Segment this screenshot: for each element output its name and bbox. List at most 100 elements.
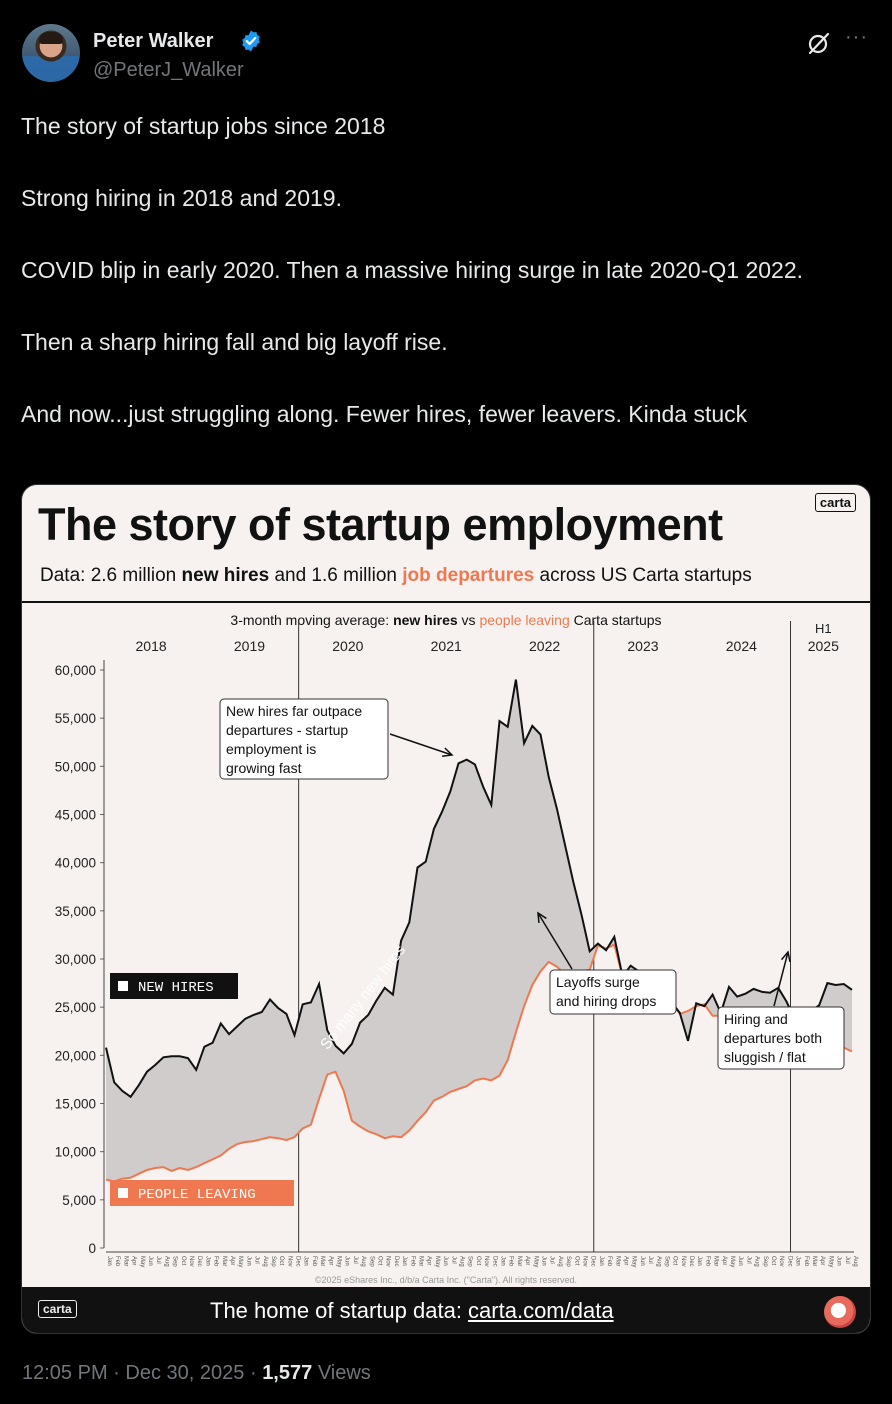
y-tick-label: 10,000 bbox=[55, 1145, 96, 1160]
month-label: Oct bbox=[180, 1256, 186, 1266]
y-tick-label: 30,000 bbox=[55, 952, 96, 967]
month-label: Dec bbox=[295, 1256, 301, 1267]
month-label: Dec bbox=[688, 1256, 694, 1267]
month-label: May bbox=[434, 1256, 440, 1267]
copyright-text: ©2025 eShares Inc., d/b/a Carta Inc. ("C… bbox=[315, 1275, 577, 1285]
subtitle-part: job departures bbox=[402, 565, 535, 586]
chart-title: The story of startup employment bbox=[38, 499, 723, 550]
month-label: Dec bbox=[393, 1256, 399, 1267]
annotation-arrow bbox=[773, 951, 789, 1007]
annotation-text: New hires far outpace bbox=[226, 703, 362, 719]
month-label: Aug bbox=[557, 1256, 563, 1267]
post-time[interactable]: 12:05 PM bbox=[22, 1362, 108, 1384]
month-label: May bbox=[139, 1256, 145, 1267]
subtitle-part: and 1.6 million bbox=[269, 565, 403, 586]
annotation-text: and hiring drops bbox=[556, 993, 656, 1009]
month-label: Feb bbox=[704, 1256, 710, 1267]
year-label: 2021 bbox=[431, 638, 462, 654]
month-label: Dec bbox=[196, 1256, 202, 1267]
divider bbox=[22, 601, 870, 603]
month-label: Sep bbox=[270, 1256, 276, 1267]
y-tick-label: 5,000 bbox=[62, 1193, 96, 1208]
month-label: Nov bbox=[483, 1256, 489, 1267]
month-label: Dec bbox=[786, 1256, 792, 1267]
month-label: Jun bbox=[245, 1256, 251, 1266]
chart-inner-title: 3-month moving average: new hires vs peo… bbox=[230, 612, 661, 628]
month-label: Mar bbox=[516, 1256, 522, 1266]
month-label: Nov bbox=[286, 1256, 292, 1267]
author-handle[interactable]: @PeterJ_Walker bbox=[93, 59, 244, 81]
month-label: Nov bbox=[582, 1256, 588, 1267]
y-tick-label: 20,000 bbox=[55, 1048, 96, 1063]
month-label: Apr bbox=[524, 1256, 530, 1265]
avatar[interactable] bbox=[22, 24, 80, 82]
month-label: May bbox=[336, 1256, 342, 1267]
month-label: Sep bbox=[467, 1256, 473, 1267]
annotation-text: Hiring and bbox=[724, 1011, 788, 1027]
month-label: Jan bbox=[598, 1256, 604, 1266]
y-tick-label: 25,000 bbox=[55, 1000, 96, 1015]
month-label: Jun bbox=[147, 1256, 153, 1266]
separator: · bbox=[249, 1362, 257, 1384]
legend-new-hires-swatch bbox=[118, 981, 128, 991]
month-label: Aug bbox=[360, 1256, 366, 1267]
y-tick-label: 0 bbox=[88, 1241, 96, 1256]
tweet-line bbox=[21, 288, 871, 324]
grok-icon[interactable] bbox=[805, 30, 831, 56]
tweet-image[interactable]: The story of startup employment carta Da… bbox=[21, 484, 871, 1334]
y-tick-label: 40,000 bbox=[55, 856, 96, 871]
annotation-text: Layoffs surge bbox=[556, 974, 640, 990]
chart-title-part: 3-month moving average: bbox=[230, 612, 393, 628]
annotation-text: growing fast bbox=[226, 760, 302, 776]
month-label: Mar bbox=[418, 1256, 424, 1266]
separator: · bbox=[113, 1362, 120, 1384]
chart-title-part: new hires bbox=[393, 612, 458, 628]
tweet-line: Strong hiring in 2018 and 2019. bbox=[21, 185, 342, 211]
month-label: Feb bbox=[508, 1256, 514, 1267]
tweet-line: The story of startup jobs since 2018 bbox=[21, 113, 386, 139]
month-label: Jul bbox=[450, 1256, 456, 1264]
legend-new-hires-box bbox=[110, 973, 238, 999]
annotation-text: departures both bbox=[724, 1030, 822, 1046]
subtitle-part: Data: 2.6 million bbox=[40, 565, 182, 586]
subtitle-part: new hires bbox=[181, 565, 270, 586]
author-name[interactable]: Peter Walker bbox=[93, 30, 214, 52]
month-label: Mar bbox=[319, 1256, 325, 1266]
month-label: Feb bbox=[114, 1256, 120, 1267]
month-label: Feb bbox=[803, 1256, 809, 1267]
annotation-arrowhead bbox=[537, 911, 547, 924]
more-options-icon[interactable]: ··· bbox=[845, 26, 868, 48]
year-label: 2022 bbox=[529, 638, 560, 654]
month-label: Oct bbox=[770, 1256, 776, 1266]
month-label: May bbox=[827, 1256, 833, 1267]
month-label: Jun bbox=[737, 1256, 743, 1266]
tweet-line bbox=[21, 360, 871, 396]
tweet-header: Peter Walker @PeterJ_Walker ··· bbox=[22, 24, 872, 84]
month-label: Oct bbox=[672, 1256, 678, 1266]
month-label: Apr bbox=[623, 1256, 629, 1265]
tweet-line: And now...just struggling along. Fewer h… bbox=[21, 401, 748, 427]
month-label: Jan bbox=[401, 1256, 407, 1266]
month-label: Aug bbox=[262, 1256, 268, 1267]
month-label: Oct bbox=[475, 1256, 481, 1266]
month-label: Sep bbox=[664, 1256, 670, 1267]
month-label: Jan bbox=[795, 1256, 801, 1266]
post-date[interactable]: Dec 30, 2025 bbox=[125, 1362, 245, 1384]
legend-people-leaving-swatch bbox=[118, 1188, 128, 1198]
month-label: Jul bbox=[647, 1256, 653, 1264]
chart-title-part: vs bbox=[458, 612, 480, 628]
annotation-box bbox=[717, 1006, 845, 1070]
month-label: Apr bbox=[721, 1256, 727, 1265]
month-label: Apr bbox=[229, 1256, 235, 1265]
annotation-arrowhead bbox=[441, 747, 454, 757]
verified-badge-icon bbox=[242, 30, 260, 52]
month-label: Sep bbox=[368, 1256, 374, 1267]
annotation-text: departures - startup bbox=[226, 722, 348, 738]
month-label: May bbox=[631, 1256, 637, 1267]
month-label: Jul bbox=[352, 1256, 358, 1264]
month-label: Nov bbox=[680, 1256, 686, 1267]
month-label: Aug bbox=[852, 1256, 858, 1267]
legend-new-hires-label: NEW HIRES bbox=[138, 980, 214, 996]
year-label: 2023 bbox=[627, 638, 658, 654]
annotation-text: sluggish / flat bbox=[724, 1049, 806, 1065]
